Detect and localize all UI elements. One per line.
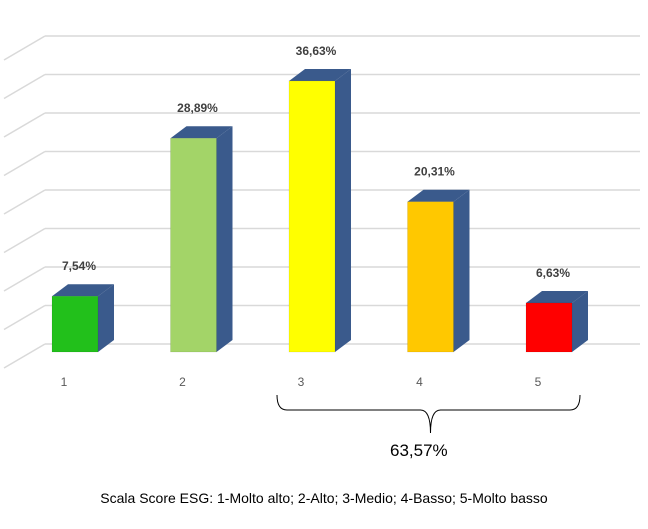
chart-caption: Scala Score ESG: 1-Molto alto; 2-Alto; 3… xyxy=(100,490,548,506)
data-label: 7,54% xyxy=(62,259,96,273)
gridline-side xyxy=(3,35,46,61)
gridline-side xyxy=(3,304,46,331)
gridline-side xyxy=(3,112,46,138)
bar-4 xyxy=(407,189,470,353)
gridline-side xyxy=(3,189,46,215)
bar-side xyxy=(216,126,233,353)
x-tick-label: 5 xyxy=(535,375,542,389)
bar-3 xyxy=(288,68,351,353)
x-tick-label: 1 xyxy=(61,375,68,389)
bar-top xyxy=(289,68,351,81)
gridline-side xyxy=(3,266,46,292)
bar-top xyxy=(170,126,233,139)
bar-front xyxy=(288,80,336,353)
gridline-side xyxy=(3,73,46,100)
data-label: 20,31% xyxy=(414,165,455,179)
gridline-side xyxy=(3,150,46,177)
bracket xyxy=(276,394,581,434)
bar-front xyxy=(407,201,454,353)
bar-front xyxy=(170,137,217,353)
bar-top xyxy=(407,189,470,202)
bar-side xyxy=(453,189,470,352)
x-tick-label: 2 xyxy=(179,375,186,389)
data-label: 6,63% xyxy=(536,266,570,280)
bracket-label: 63,57% xyxy=(390,441,448,460)
bar-front xyxy=(525,302,573,353)
bars xyxy=(51,68,588,353)
bar-top xyxy=(526,290,588,303)
data-label: 36,63% xyxy=(296,44,337,58)
bar-1 xyxy=(51,284,114,353)
x-tick-label: 4 xyxy=(416,375,423,389)
bar-side xyxy=(98,284,114,352)
bar-top xyxy=(52,284,114,297)
bar-side xyxy=(335,68,351,353)
x-tick-labels: 1 2 3 4 5 xyxy=(61,375,542,389)
gridline-side xyxy=(3,343,46,369)
bar-5 xyxy=(525,290,588,353)
bar-front xyxy=(51,295,99,353)
data-labels: 7,54% 28,89% 36,63% 20,31% 6,63% xyxy=(62,44,570,280)
bar-side xyxy=(572,290,588,352)
data-label: 28,89% xyxy=(177,101,218,115)
gridline-side xyxy=(3,227,46,254)
bar-2 xyxy=(170,126,233,353)
x-tick-label: 3 xyxy=(298,375,305,389)
